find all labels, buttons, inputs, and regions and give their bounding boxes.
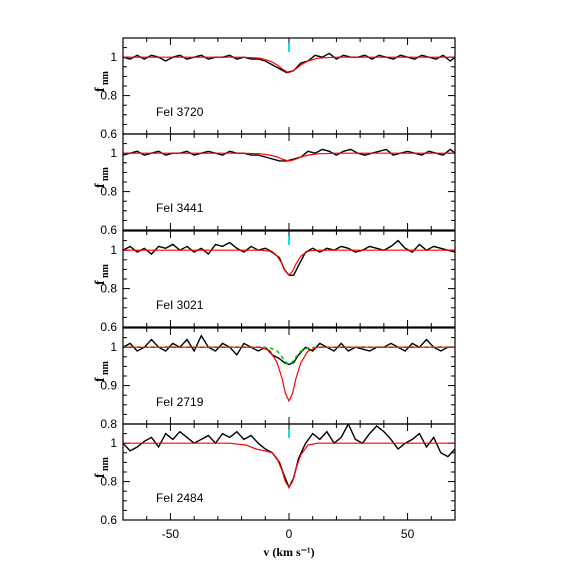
model-profile (123, 442, 455, 489)
y-tick-label: 0.8 (100, 185, 117, 199)
y-axis-label-sub: nm (100, 70, 111, 85)
y-tick-label: 0.6 (100, 223, 117, 237)
x-tick-label: 50 (401, 527, 415, 541)
panel-label: FeI 2484 (156, 491, 204, 505)
y-axis-label-sub: nm (100, 360, 111, 375)
panel-label: FeI 3441 (156, 201, 204, 215)
alt-model-profile (123, 346, 455, 366)
observed-spectrum (123, 148, 455, 162)
panel-frame (122, 37, 456, 135)
x-axis-label: v (km s⁻¹) (263, 545, 314, 559)
y-axis-label-sub: nm (100, 456, 111, 471)
panel-label: FeI 2719 (156, 395, 204, 409)
y-axis-label: f (93, 473, 108, 478)
observed-spectrum (123, 52, 455, 74)
model-profile (123, 56, 455, 74)
y-tick-label: 0.6 (100, 513, 117, 527)
y-axis-label: f (93, 377, 108, 382)
y-axis-label: f (93, 280, 108, 285)
y-tick-label: 0.9 (100, 379, 117, 393)
y-tick-label: 0.8 (100, 417, 117, 431)
observed-spectrum (123, 334, 455, 366)
y-tick-label: 0.6 (100, 127, 117, 141)
y-tick-label: 1 (110, 243, 117, 257)
y-axis-label: f (93, 87, 108, 92)
y-tick-label: 1 (110, 146, 117, 160)
y-axis-label-sub: nm (100, 166, 111, 181)
y-tick-label: 1 (110, 50, 117, 64)
y-axis-label-sub: nm (100, 263, 111, 278)
panel-frame (122, 327, 456, 425)
panel-1: 0.6 0.8 1 f nm FeI 3720 (93, 37, 456, 141)
y-tick-label: 0.8 (100, 282, 117, 296)
panel-3: 0.6 0.8 1 f nm FeI 3021 (93, 230, 456, 334)
y-tick-label: 0.6 (100, 320, 117, 334)
model-profile (123, 346, 455, 403)
panel-4: 0.8 0.9 1 f nm FeI 2719 (93, 327, 456, 431)
y-tick-label: 0.8 (100, 475, 117, 489)
x-tick-label: -50 (162, 527, 180, 541)
panel-5: 0.6 0.8 1 f nm FeI 2484 (93, 423, 456, 527)
y-tick-label: 1 (110, 436, 117, 450)
x-tick-label: 0 (286, 527, 293, 541)
y-axis-label: f (93, 183, 108, 188)
observed-spectrum (123, 239, 455, 276)
panel-frame (122, 133, 456, 231)
panel-frame (122, 230, 456, 328)
panel-label: FeI 3720 (156, 105, 204, 119)
y-tick-label: 1 (110, 340, 117, 354)
y-tick-label: 0.8 (100, 89, 117, 103)
panel-frame (122, 423, 456, 521)
model-profile (123, 249, 455, 277)
panel-label: FeI 3021 (156, 298, 204, 312)
panel-2: 0.6 0.8 1 f nm FeI 3441 (93, 133, 456, 237)
model-profile (123, 152, 455, 162)
